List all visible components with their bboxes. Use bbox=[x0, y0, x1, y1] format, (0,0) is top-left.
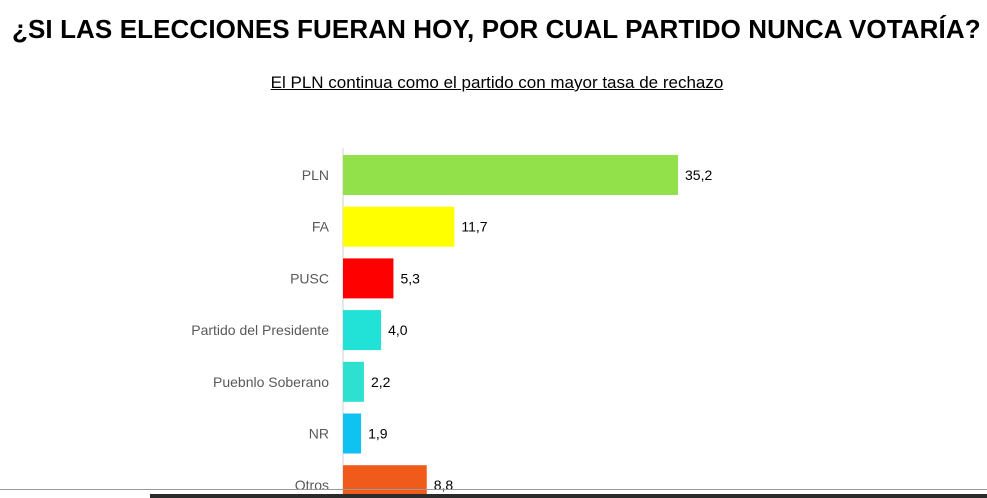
data-label: 2,2 bbox=[371, 374, 391, 390]
bar bbox=[343, 258, 394, 299]
category-label: NR bbox=[309, 426, 329, 442]
category-label: PLN bbox=[302, 167, 329, 183]
category-label: FA bbox=[312, 219, 330, 235]
category-label: Puebnlo Soberano bbox=[213, 374, 329, 390]
category-label: Partido del Presidente bbox=[191, 322, 329, 338]
bar bbox=[343, 155, 678, 195]
category-label: Otros bbox=[295, 477, 329, 493]
bar bbox=[343, 206, 455, 247]
data-label: 8,8 bbox=[434, 477, 454, 493]
chart-subtitle: El PLN continua como el partido con mayo… bbox=[270, 73, 724, 92]
category-label: PUSC bbox=[290, 270, 329, 286]
bar bbox=[343, 465, 427, 498]
chart-title: ¿SI LAS ELECCIONES FUERAN HOY, POR CUAL … bbox=[12, 14, 981, 44]
data-label: 1,9 bbox=[368, 426, 388, 442]
bar bbox=[343, 413, 362, 454]
bottom-scrollbar bbox=[150, 494, 987, 498]
data-label: 4,0 bbox=[388, 322, 408, 338]
data-label: 5,3 bbox=[400, 270, 420, 286]
bar bbox=[343, 361, 364, 402]
data-label: 11,7 bbox=[461, 219, 487, 235]
bar bbox=[343, 310, 382, 351]
bottom-divider bbox=[0, 489, 987, 490]
data-label: 35,2 bbox=[685, 167, 712, 183]
